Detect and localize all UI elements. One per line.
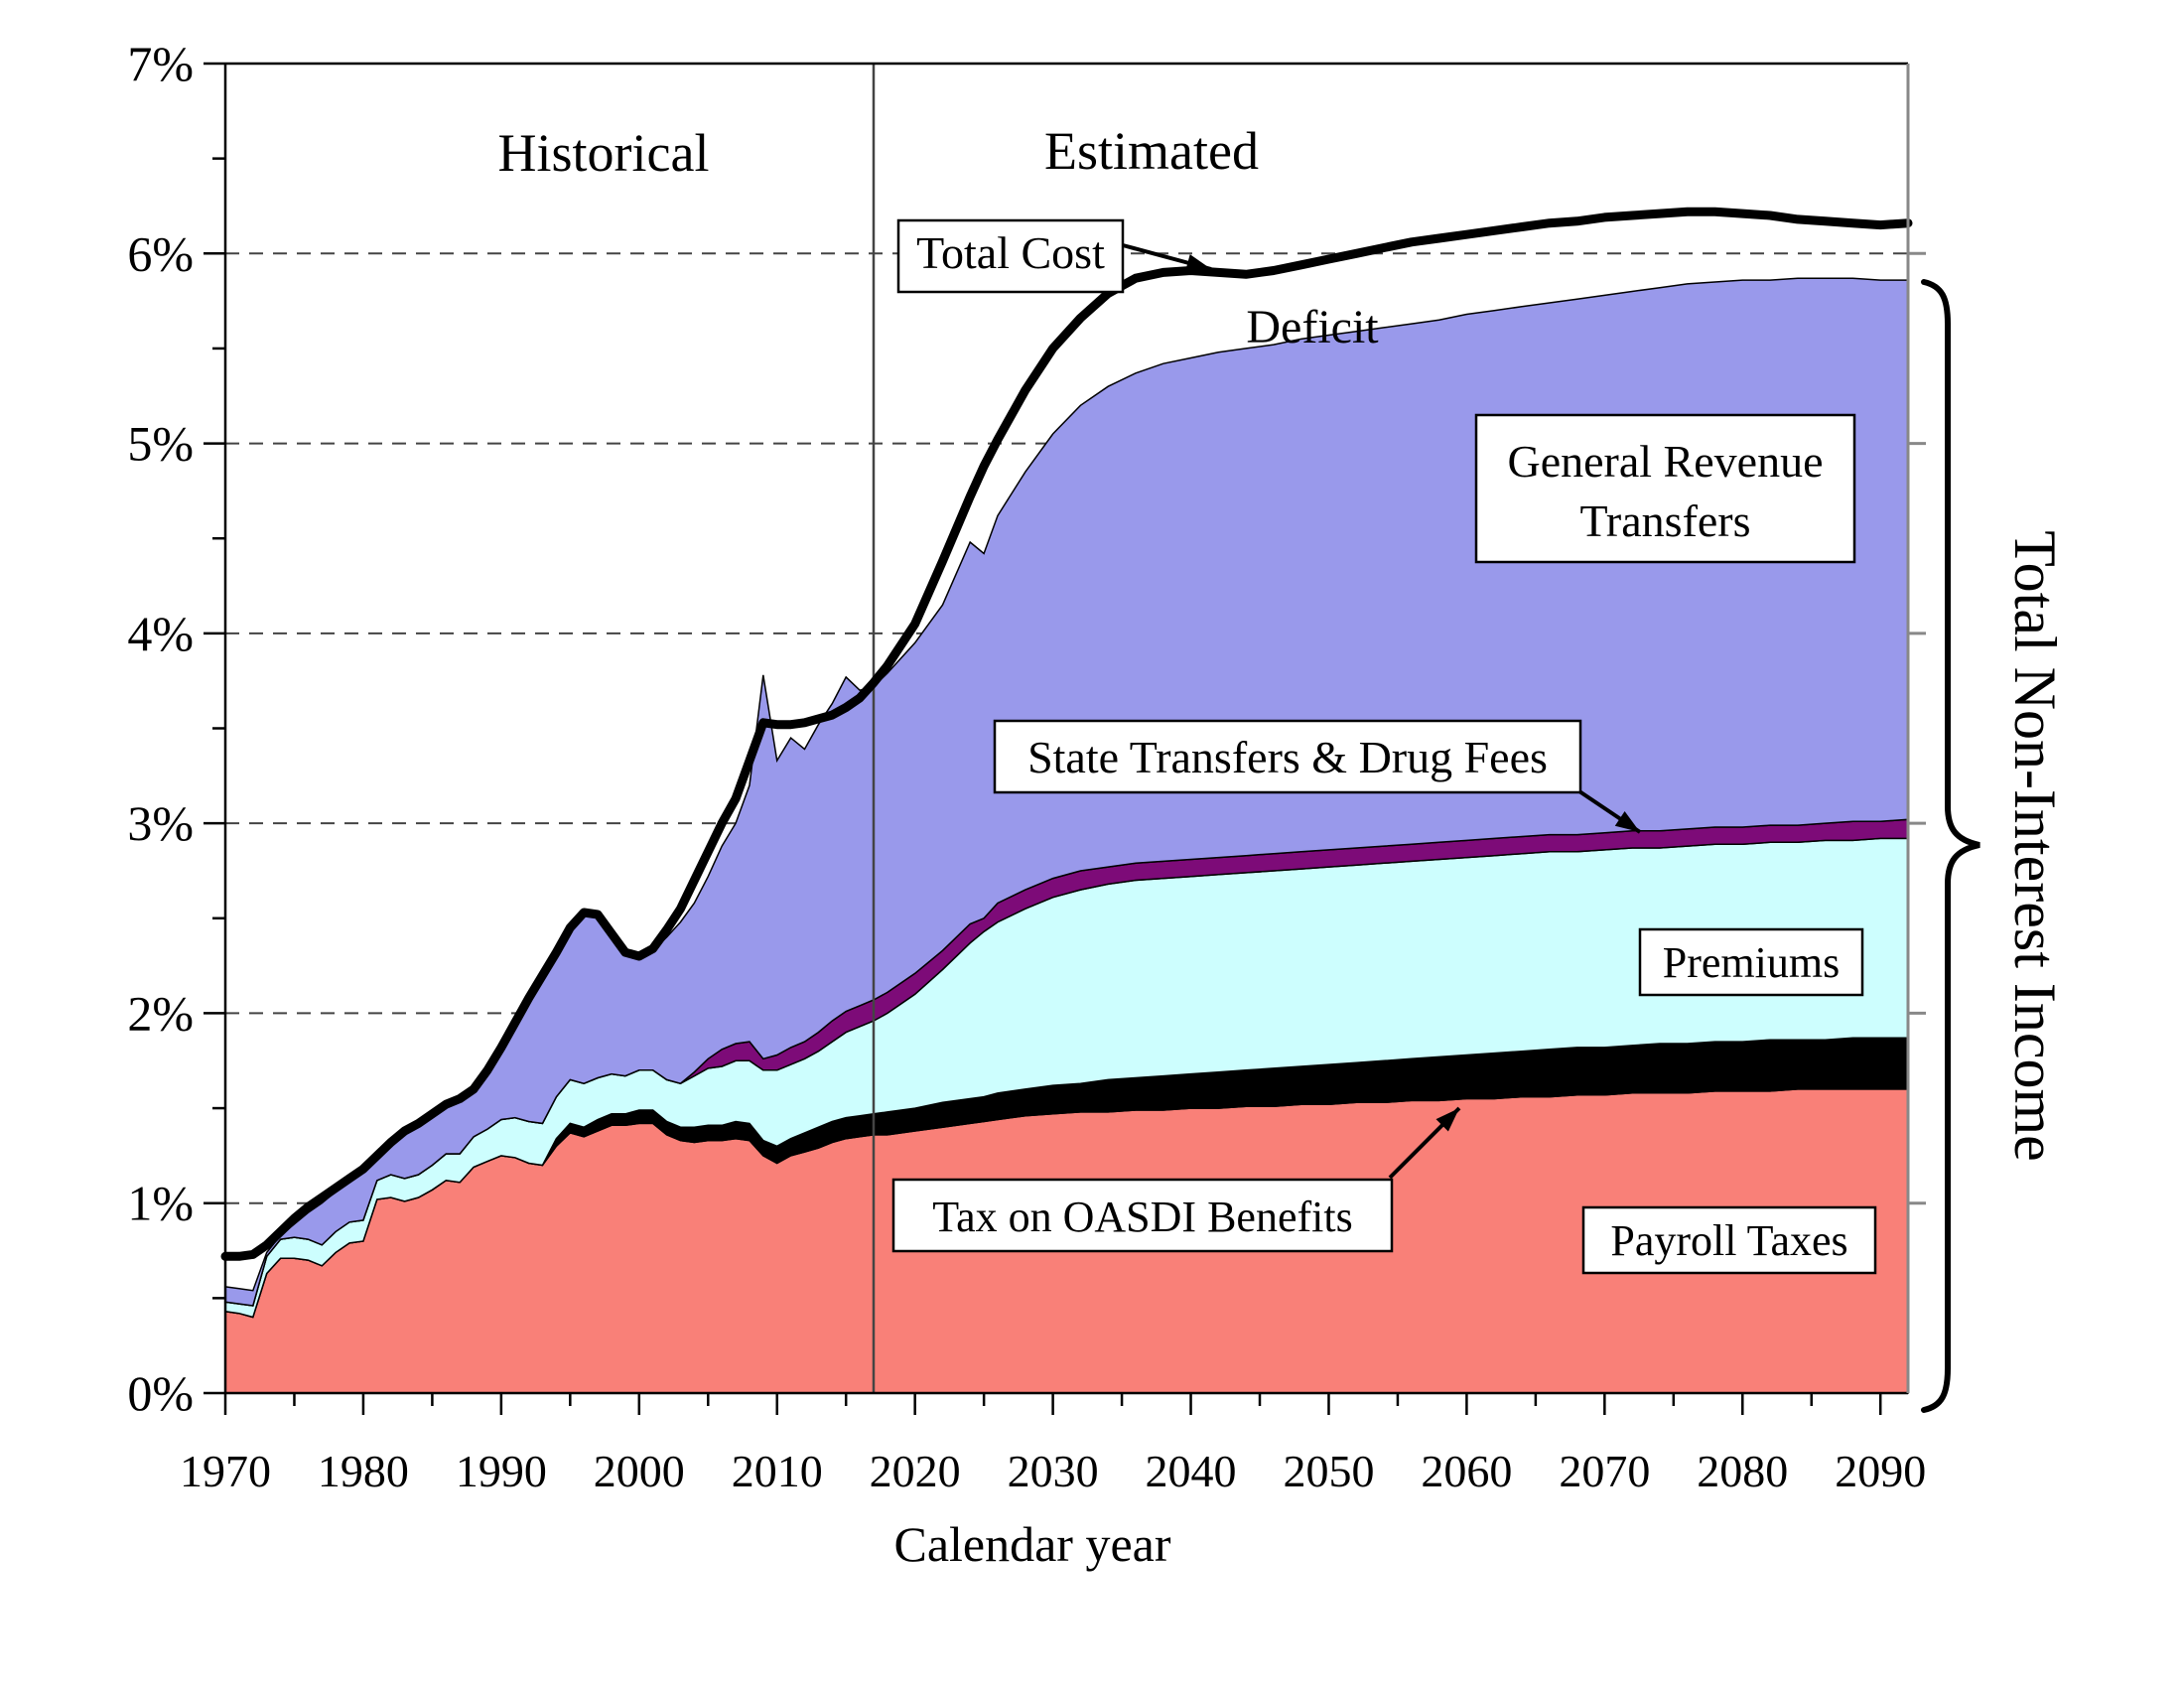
callout-arrowhead-state-transfers-drug-fees — [1614, 811, 1640, 832]
x-tick-label-2010: 2010 — [732, 1446, 823, 1496]
total-non-interest-income-label: Total Non-Interest Income — [2002, 530, 2068, 1162]
deficit-label: Deficit — [1246, 301, 1379, 353]
callout-arrowhead-tax-on-oasdi-benefits — [1435, 1108, 1459, 1132]
y-tick-label-5pct: 5% — [127, 416, 194, 472]
y-tick-label-3pct: 3% — [127, 795, 194, 851]
callout-box-total-cost — [896, 218, 1125, 294]
callout-general-revenue-transfers: General Revenue Transfers — [1474, 413, 1856, 564]
x-tick-label-2040: 2040 — [1146, 1446, 1237, 1496]
callout-text-total-cost: Total Cost — [916, 227, 1105, 278]
callout-text-state-transfers-drug-fees: State Transfers & Drug Fees — [1027, 732, 1548, 782]
callout-box-premiums — [1638, 927, 1864, 997]
callout-text-premiums: Premiums — [1663, 938, 1840, 987]
series-callout-labels: Total Cost General Revenue Transfers State … — [891, 218, 1877, 1275]
total-cost-line — [220, 207, 1913, 1261]
historical-region-label: Historical — [498, 123, 710, 183]
x-tick-label-1970: 1970 — [180, 1446, 271, 1496]
x-tick-label-2090: 2090 — [1835, 1446, 1926, 1496]
x-tick-label-1990: 1990 — [456, 1446, 547, 1496]
x-tick-label-2070: 2070 — [1559, 1446, 1650, 1496]
callout-premiums: Premiums — [1638, 927, 1864, 997]
x-tick-label-2030: 2030 — [1008, 1446, 1099, 1496]
callout-text-tax-on-oasdi-benefits: Tax on OASDI Benefits — [932, 1193, 1352, 1241]
x-tick-label-2050: 2050 — [1283, 1446, 1374, 1496]
callout-payroll-taxes: Payroll Taxes — [1581, 1205, 1877, 1275]
callout-state-transfers-drug-fees: State Transfers & Drug Fees — [993, 719, 1642, 834]
x-tick-label-2080: 2080 — [1697, 1446, 1788, 1496]
y-tick-label-7pct: 7% — [127, 36, 194, 91]
callout-tax-on-oasdi-benefits: Tax on OASDI Benefits — [891, 1106, 1461, 1253]
callout-box-state-transfers-drug-fees — [993, 719, 1582, 794]
callout-arrowhead-total-cost — [1185, 254, 1211, 272]
x-tick-label-2020: 2020 — [870, 1446, 961, 1496]
callout-box-general-revenue-transfers — [1474, 413, 1856, 564]
axis-tick-labels: 0% 1% 2% 3% 4% 5% 6% 7% 1970 1980 1990 2000 2010 2020… — [127, 36, 1926, 1496]
x-tick-label-1980: 1980 — [318, 1446, 409, 1496]
estimated-region-label: Estimated — [1044, 121, 1259, 181]
income-brace — [1921, 279, 1980, 1413]
x-axis-title: Calendar year — [893, 1516, 1170, 1572]
y-tick-label-0pct: 0% — [127, 1365, 194, 1421]
callout-box-tax-on-oasdi-benefits — [891, 1178, 1394, 1253]
axis-ticks — [204, 62, 1926, 1415]
callout-box-payroll-taxes — [1581, 1205, 1877, 1275]
callout-text-general-revenue-transfers-line2: Transfers — [1579, 495, 1750, 546]
x-tick-label-2060: 2060 — [1421, 1446, 1512, 1496]
callout-total-cost: Total Cost — [896, 218, 1212, 294]
callout-text-payroll-taxes: Payroll Taxes — [1610, 1216, 1847, 1265]
y-tick-label-6pct: 6% — [127, 225, 194, 281]
x-tick-label-2000: 2000 — [594, 1446, 685, 1496]
y-tick-label-1pct: 1% — [127, 1176, 194, 1231]
y-tick-label-2pct: 2% — [127, 985, 194, 1041]
callout-text-general-revenue-transfers-line1: General Revenue — [1507, 436, 1823, 487]
y-tick-label-4pct: 4% — [127, 606, 194, 661]
